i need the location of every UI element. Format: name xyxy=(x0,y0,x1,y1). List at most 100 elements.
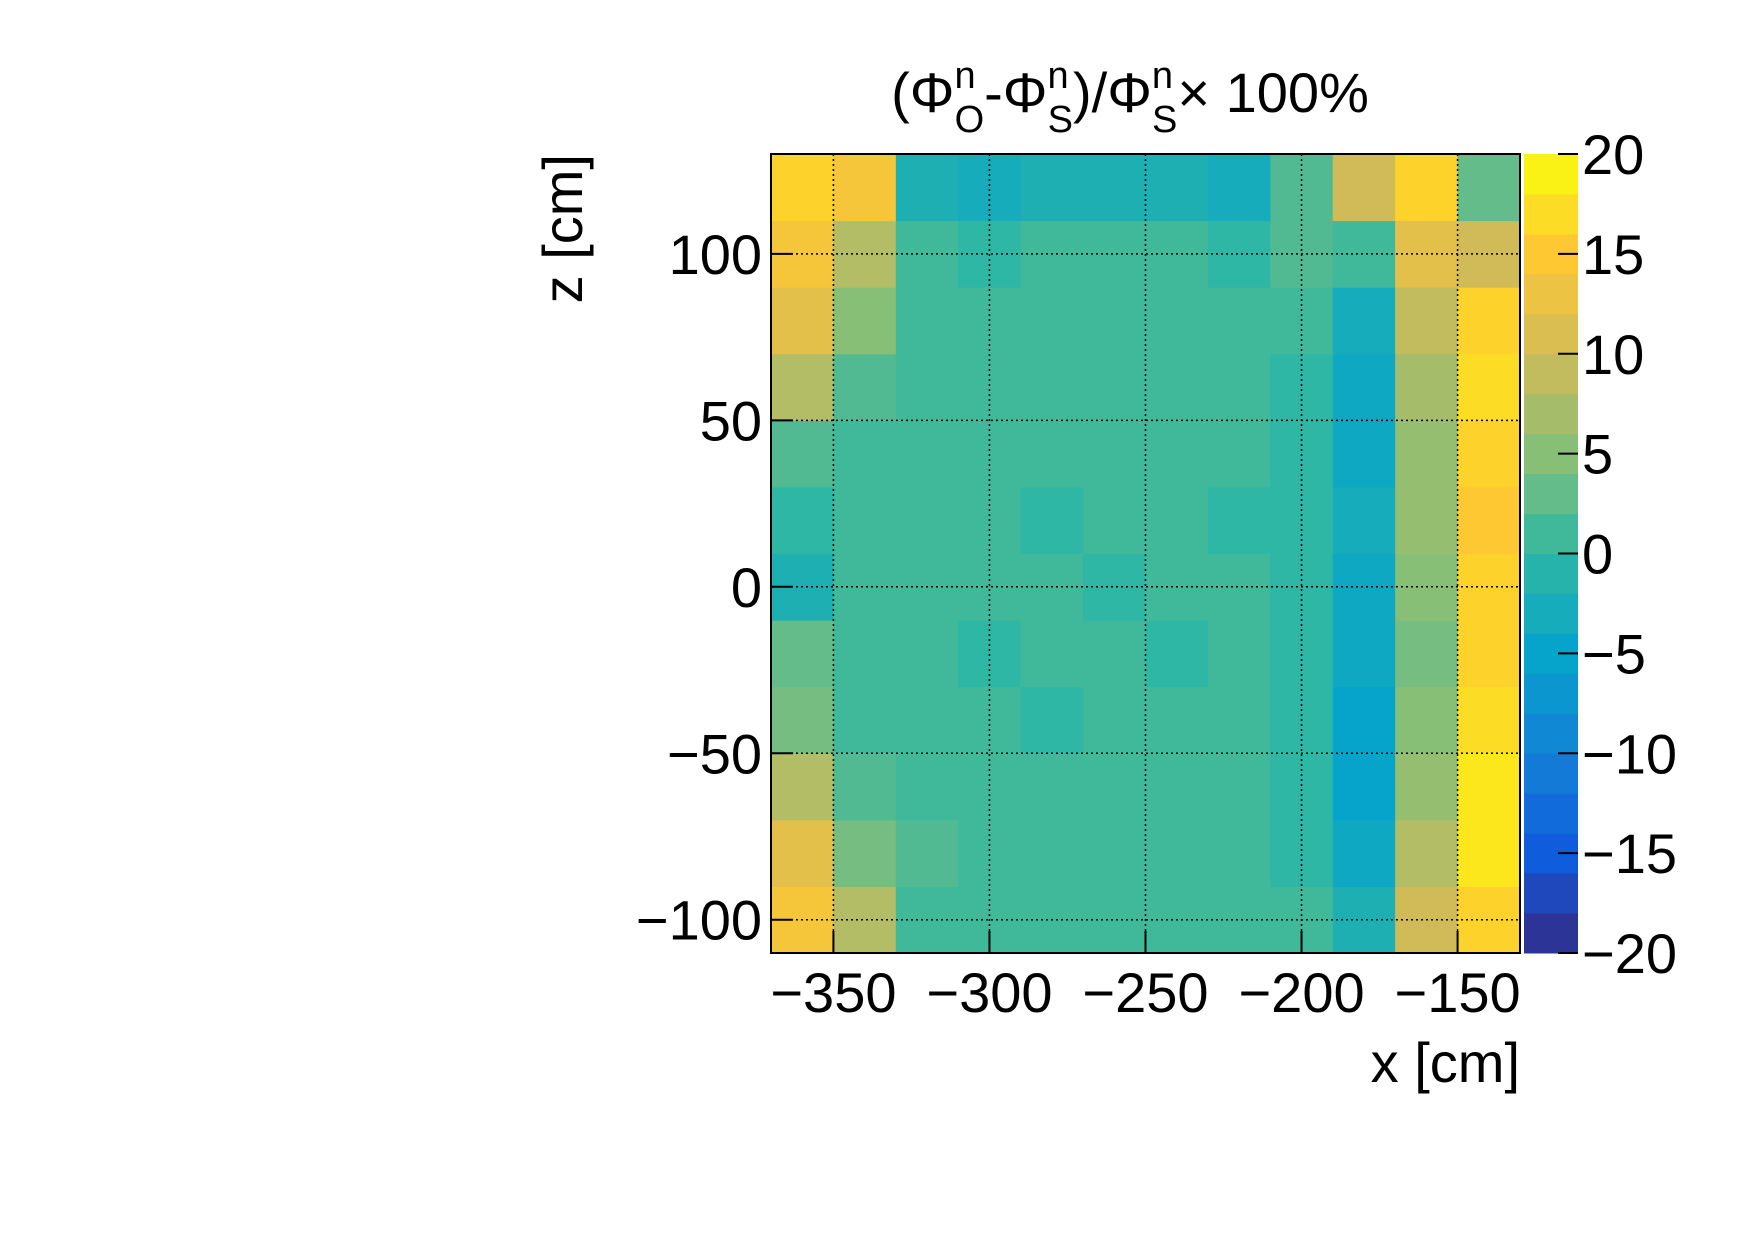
cell xyxy=(833,420,897,488)
colorbar-tick-label: 10 xyxy=(1582,323,1644,386)
title-part: (Φ xyxy=(891,61,954,124)
cell xyxy=(958,420,1022,488)
cell xyxy=(771,486,834,554)
y-axis-title: z [cm] xyxy=(531,154,594,303)
cell xyxy=(1020,753,1084,821)
title-sup: n xyxy=(954,55,975,97)
cell xyxy=(1395,620,1459,688)
cell xyxy=(833,753,897,821)
title-part: -Φ xyxy=(984,61,1047,124)
cell xyxy=(1457,486,1521,554)
cell xyxy=(1457,553,1521,621)
cell xyxy=(1083,486,1146,554)
cell xyxy=(1457,287,1521,355)
cell xyxy=(1145,353,1209,421)
cell xyxy=(1083,420,1146,488)
cell xyxy=(895,353,959,421)
cell xyxy=(1145,686,1209,754)
cell xyxy=(771,287,834,355)
cell xyxy=(1145,819,1209,887)
cell xyxy=(1207,819,1271,887)
cell xyxy=(833,353,897,421)
colorbar-tick-label: −10 xyxy=(1582,722,1677,785)
colorbar-band xyxy=(1524,154,1578,195)
cell xyxy=(1270,420,1334,488)
cell xyxy=(1332,553,1396,621)
x-axis-title: x [cm] xyxy=(1371,1031,1520,1094)
cell xyxy=(1083,753,1146,821)
cell xyxy=(1395,154,1459,222)
grid xyxy=(770,153,1521,954)
cell xyxy=(1083,353,1146,421)
cell xyxy=(1020,154,1084,222)
cell xyxy=(1457,220,1521,288)
cell xyxy=(1020,620,1084,688)
colorbar-band xyxy=(1524,593,1578,634)
x-tick-label: −300 xyxy=(926,961,1052,1024)
colorbar-band xyxy=(1524,513,1578,554)
colorbar-band xyxy=(1524,353,1578,395)
heatmap xyxy=(771,154,1521,954)
title-sup: n xyxy=(1047,55,1068,97)
cell xyxy=(895,287,959,355)
cell xyxy=(833,553,897,621)
colorbar-tick-label: 20 xyxy=(1582,123,1644,186)
colorbar-band xyxy=(1524,273,1578,315)
colorbar-band xyxy=(1524,313,1578,355)
cell xyxy=(833,154,897,222)
cell xyxy=(1145,420,1209,488)
cell xyxy=(1457,154,1521,222)
cell xyxy=(1145,620,1209,688)
cell xyxy=(1145,287,1209,355)
cell xyxy=(771,819,834,887)
cell xyxy=(833,486,897,554)
cell xyxy=(1207,620,1271,688)
colorbar-tick-label: −15 xyxy=(1582,822,1677,885)
cell xyxy=(1395,287,1459,355)
colorbar-tick-label: 0 xyxy=(1582,523,1613,586)
cell xyxy=(1395,486,1459,554)
cell xyxy=(1332,420,1396,488)
cell xyxy=(1395,420,1459,488)
cell xyxy=(1332,486,1396,554)
y-tick-label: 0 xyxy=(731,556,762,619)
cell xyxy=(1083,686,1146,754)
y-tick-label: 50 xyxy=(700,389,762,452)
cell xyxy=(1457,819,1521,887)
cell xyxy=(1332,819,1396,887)
colorbar-band xyxy=(1524,473,1578,515)
title-sup: n xyxy=(1152,55,1173,97)
cell xyxy=(771,420,834,488)
colorbar-band xyxy=(1524,913,1578,954)
cell xyxy=(1145,753,1209,821)
cell xyxy=(1457,686,1521,754)
cell xyxy=(1083,819,1146,887)
cell xyxy=(833,620,897,688)
cell xyxy=(1395,819,1459,887)
cell xyxy=(771,154,834,222)
colorbar-band xyxy=(1524,553,1578,594)
cell xyxy=(895,486,959,554)
y-tick-label: 100 xyxy=(669,223,762,286)
colorbar-tick-label: 5 xyxy=(1582,423,1613,486)
cell xyxy=(833,886,897,954)
colorbar-tick-label: −20 xyxy=(1582,922,1677,985)
colorbar xyxy=(1524,153,1578,954)
cell xyxy=(1207,753,1271,821)
cell xyxy=(1020,287,1084,355)
colorbar-band xyxy=(1524,753,1578,794)
cell xyxy=(1207,486,1271,554)
colorbar-band xyxy=(1524,793,1578,834)
cell xyxy=(1020,420,1084,488)
y-tick-label: −100 xyxy=(636,889,762,952)
colorbar-band xyxy=(1524,673,1578,714)
title-part: × 100% xyxy=(1177,61,1369,124)
cell xyxy=(1332,753,1396,821)
cell xyxy=(1332,220,1396,288)
cell xyxy=(1395,753,1459,821)
cell xyxy=(833,686,897,754)
cell xyxy=(1083,287,1146,355)
cell xyxy=(1083,886,1146,954)
cell xyxy=(1083,553,1146,621)
cell xyxy=(1083,154,1146,222)
